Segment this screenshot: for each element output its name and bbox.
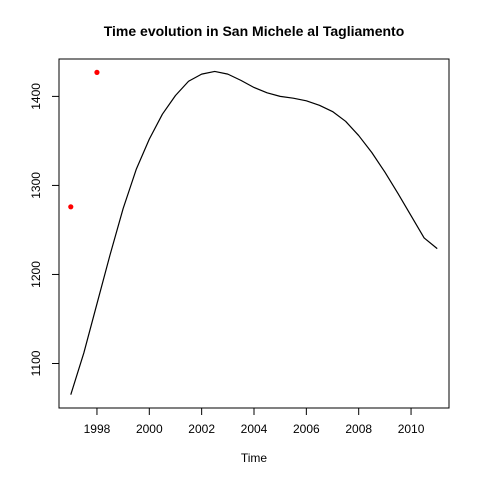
y-tick-label: 1200 [29,261,43,288]
chart-title: Time evolution in San Michele al Tagliam… [104,23,405,39]
series-layer [68,69,438,395]
x-tick-label: 2010 [398,422,425,436]
x-tick-label: 1998 [84,422,111,436]
x-tick-label: 2002 [188,422,215,436]
series-line [70,70,438,395]
x-axis-label: Time [241,451,268,465]
x-axis: 1998 2000 2002 2004 2006 2008 2010 [84,407,425,436]
x-tick-label: 2008 [345,422,372,436]
x-tick-label: 2000 [136,422,163,436]
data-point [94,69,100,75]
x-tick-label: 2004 [241,422,268,436]
y-tick-label: 1300 [29,172,43,199]
y-tick-label: 1100 [29,350,43,376]
plot-frame [58,58,450,409]
y-axis: 1100 1200 1300 1400 [29,83,60,376]
x-tick-label: 2006 [293,422,320,436]
y-tick-label: 1400 [29,83,43,110]
data-point [68,204,74,210]
